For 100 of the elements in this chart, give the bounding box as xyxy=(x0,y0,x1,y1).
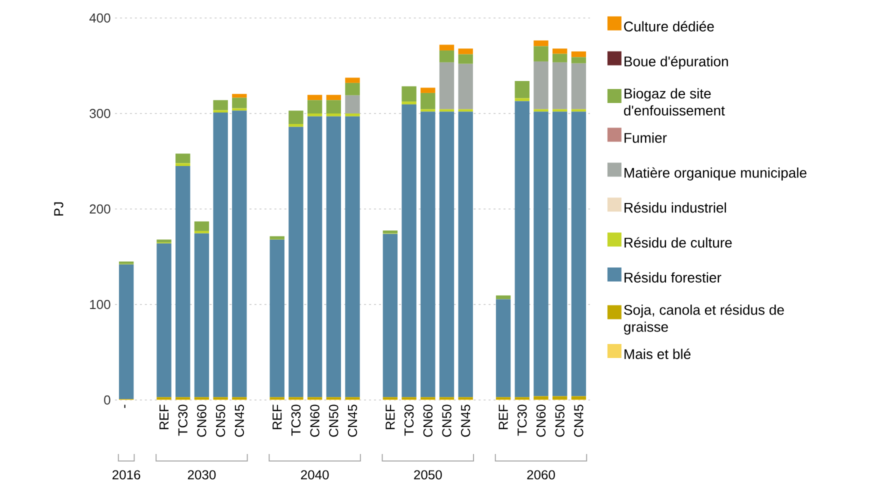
bar xyxy=(156,240,172,242)
text: 2040 xyxy=(301,470,329,480)
bar xyxy=(458,112,473,398)
x-tick-label: CN45 xyxy=(234,404,244,437)
bar xyxy=(345,114,360,116)
bar xyxy=(176,154,190,164)
y-tick-label: 200 xyxy=(90,204,110,214)
x-tick-label: - xyxy=(124,404,126,408)
bar xyxy=(194,221,210,231)
legend-label: Mais et blé xyxy=(624,348,690,360)
legend-label: Soja, canola et résidus de graisse xyxy=(624,304,784,335)
text: 2030 xyxy=(188,470,216,480)
bar xyxy=(326,114,342,116)
legend-label: Boue d'épuration xyxy=(624,56,728,70)
bar xyxy=(458,54,473,64)
bar xyxy=(552,48,568,54)
bar xyxy=(571,51,586,58)
bar xyxy=(514,98,530,102)
bar xyxy=(402,104,416,398)
y-tick-label: 400 xyxy=(89,13,110,23)
bar xyxy=(326,94,342,100)
x-tick-label: CN50 xyxy=(442,404,452,437)
bar xyxy=(176,397,190,400)
x-tick-label: CN50 xyxy=(555,404,564,437)
bar xyxy=(288,124,304,127)
bar xyxy=(571,57,586,64)
bar xyxy=(420,92,436,110)
bar xyxy=(514,81,530,98)
bar xyxy=(345,95,360,114)
x-tick-label: REF xyxy=(386,404,395,430)
bar xyxy=(439,397,454,400)
bar xyxy=(307,94,322,100)
bar xyxy=(288,397,304,400)
bar xyxy=(439,112,454,398)
bar xyxy=(552,62,568,110)
bar xyxy=(176,166,190,398)
bar xyxy=(382,234,398,398)
bar xyxy=(307,397,322,400)
x-tick-label: CN60 xyxy=(423,404,432,437)
bar xyxy=(552,54,568,62)
bar xyxy=(213,112,228,398)
bar xyxy=(213,397,228,400)
bar xyxy=(156,397,172,400)
bar xyxy=(458,397,473,400)
bar xyxy=(571,63,586,110)
bar xyxy=(534,396,548,400)
bar xyxy=(213,110,228,113)
bar xyxy=(232,94,247,98)
x-tick-label: REF xyxy=(160,404,168,430)
bar xyxy=(402,102,416,104)
bar xyxy=(194,233,210,398)
x-tick-label: TC30 xyxy=(404,404,414,436)
bar xyxy=(514,101,530,398)
bar xyxy=(345,82,360,96)
bar xyxy=(326,100,342,114)
bar xyxy=(420,88,436,93)
x-tick-label: CN45 xyxy=(348,404,358,437)
bar xyxy=(232,110,247,398)
x-tick-label: CN45 xyxy=(574,404,584,437)
bar xyxy=(156,243,172,398)
bar xyxy=(514,397,530,400)
x-tick-label: CN45 xyxy=(460,404,470,437)
x-tick-label: CN50 xyxy=(329,404,338,437)
bar xyxy=(458,64,473,110)
x-tick-label: CN60 xyxy=(536,404,546,437)
legend-label: Fumier xyxy=(624,132,667,143)
x-tick-label: TC30 xyxy=(518,404,527,436)
x-tick-label: CN60 xyxy=(310,404,320,437)
bar xyxy=(534,40,548,46)
bar xyxy=(382,397,398,400)
bar xyxy=(382,230,398,234)
bar xyxy=(420,109,436,112)
bar xyxy=(439,62,454,110)
bar xyxy=(552,112,568,396)
bar xyxy=(420,112,436,398)
legend-label: Biogaz de site d'enfouissement xyxy=(624,88,725,116)
bar xyxy=(326,397,342,400)
bar xyxy=(496,295,511,300)
bar xyxy=(345,78,360,83)
bar xyxy=(402,397,416,400)
bar xyxy=(571,109,586,112)
bar xyxy=(534,112,548,396)
bar xyxy=(232,397,247,400)
bar xyxy=(194,230,210,234)
bar xyxy=(345,116,360,398)
legend-label: Résidu forestier xyxy=(624,272,722,283)
text: 2016 xyxy=(112,470,140,480)
bar xyxy=(571,112,586,396)
bar xyxy=(534,109,548,112)
bar xyxy=(270,236,284,240)
bar xyxy=(534,61,548,110)
bar xyxy=(288,110,304,124)
bar xyxy=(420,397,436,400)
bar xyxy=(439,44,454,50)
x-tick-label: TC30 xyxy=(291,404,301,436)
bar xyxy=(496,397,511,400)
y-tick-label: 0 xyxy=(104,395,110,405)
bar xyxy=(402,86,416,102)
bar xyxy=(534,46,548,62)
bar xyxy=(307,114,322,116)
